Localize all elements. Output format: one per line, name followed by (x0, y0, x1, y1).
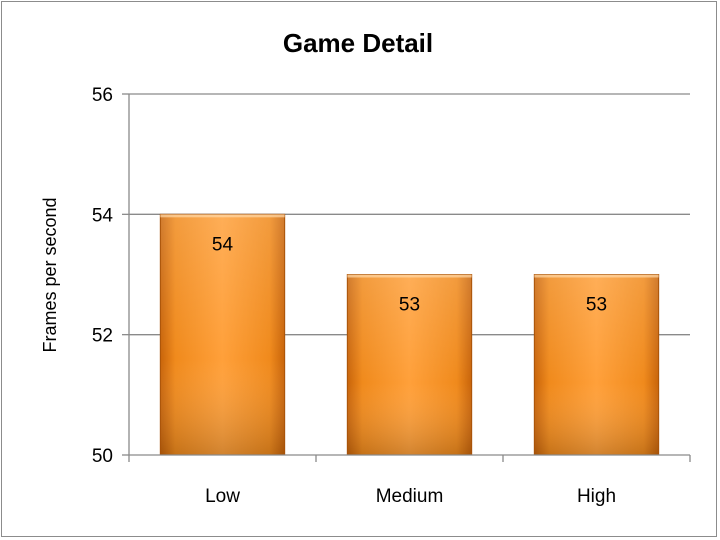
data-label-low: 54 (212, 234, 234, 255)
bar-outline (533, 274, 660, 456)
bar-top-highlight (347, 274, 472, 278)
x-tick-label-medium: Medium (376, 486, 444, 507)
y-tick-label-50: 50 (92, 446, 113, 467)
bar-top-highlight (160, 214, 285, 218)
bar-high (533, 274, 660, 456)
bar-medium (346, 274, 473, 456)
y-tick-label-56: 56 (92, 85, 113, 106)
data-label-high: 53 (586, 295, 607, 316)
y-tick-label-52: 52 (92, 326, 113, 347)
x-tick-label-low: Low (205, 486, 240, 507)
x-tick-label-high: High (577, 486, 616, 507)
chart-title: Game Detail (283, 28, 433, 58)
bar-outline (159, 213, 286, 456)
bar-top-highlight (534, 274, 659, 278)
y-tick-label-54: 54 (92, 205, 114, 226)
y-axis-label: Frames per second (40, 197, 60, 352)
data-label-medium: 53 (399, 295, 420, 316)
bar-low (159, 213, 286, 456)
